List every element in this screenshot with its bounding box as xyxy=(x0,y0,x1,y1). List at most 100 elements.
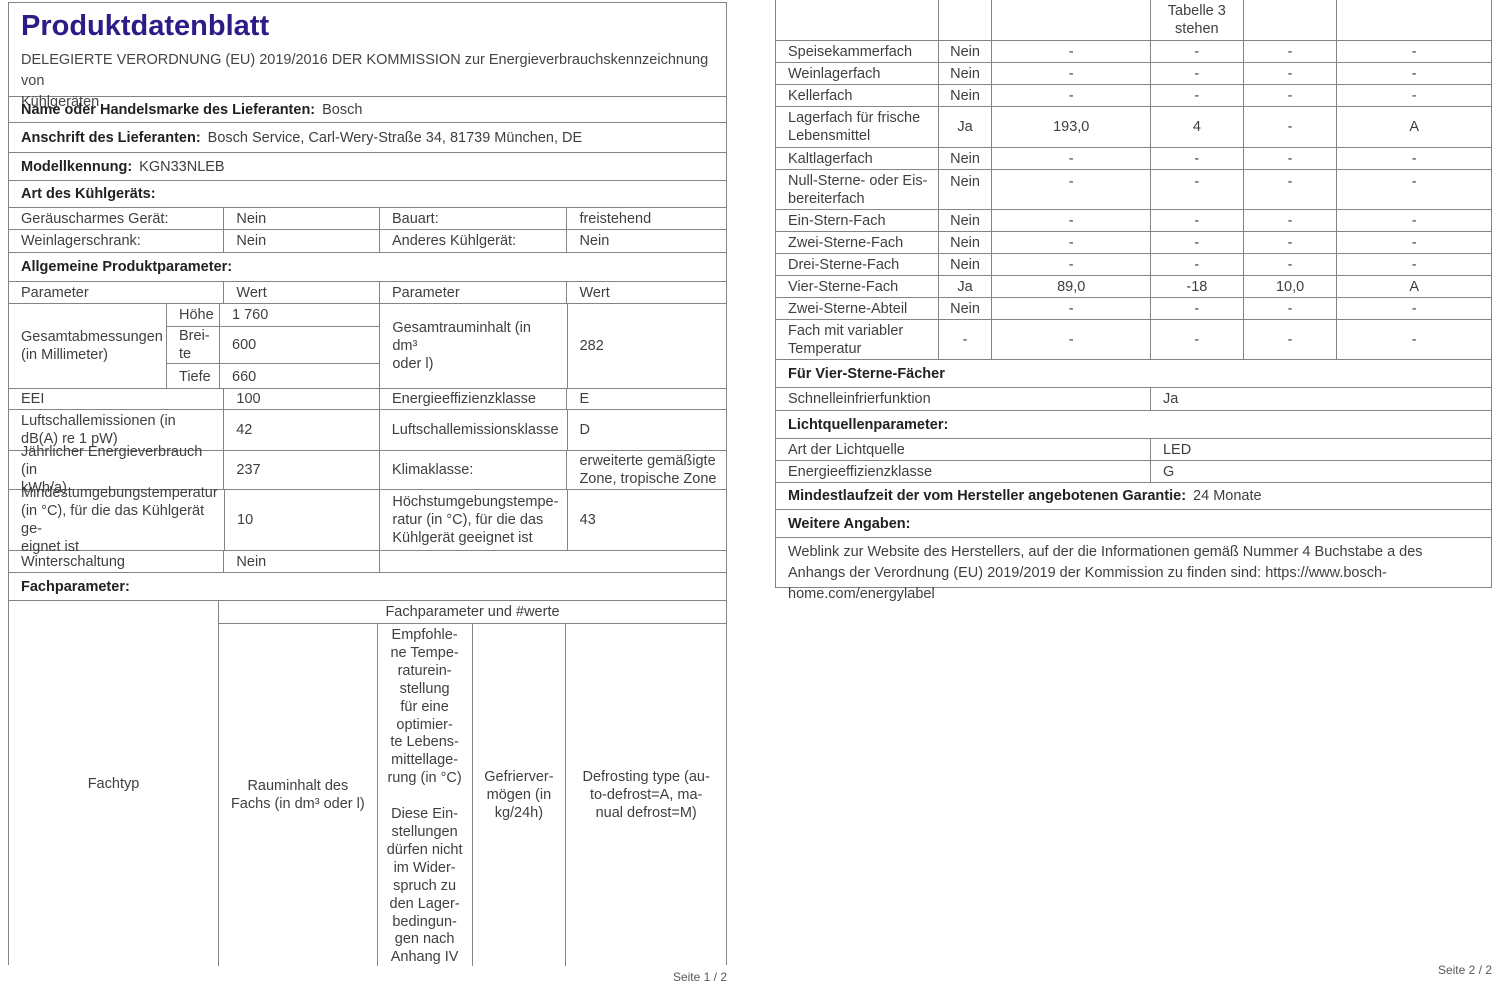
fach-yesno: Nein xyxy=(937,232,992,253)
four-star-section-row: Für Vier-Sterne-Fächer xyxy=(776,359,1491,387)
light-class-value: G xyxy=(1149,461,1491,482)
more-info-section-header: Weitere Angaben: xyxy=(788,515,911,532)
fach-row-kellerfach: Kellerfach Nein - - - - xyxy=(776,84,1491,106)
other-device-value: Nein xyxy=(566,230,726,252)
fach-row-null-sterne: Null-Sterne- oder Eis- bereiterfach Nein… xyxy=(776,169,1491,209)
fach-yesno: Nein xyxy=(937,41,992,62)
fach-row-ein-stern: Ein-Stern-Fach Nein - - - - xyxy=(776,209,1491,231)
wine-label: Weinlagerschrank: xyxy=(21,233,141,249)
light-type-row: Art der Lichtquelle LED xyxy=(776,438,1491,460)
volume-label: Gesamtrauminhalt (in dm³ oder l) xyxy=(379,304,566,388)
fach-value: - xyxy=(1242,85,1337,106)
volume-value: 282 xyxy=(566,304,726,388)
winter-setting-row: Winterschaltung Nein xyxy=(9,550,726,572)
min-temp-value: 10 xyxy=(224,490,379,550)
weblink-url: https://www.bosch-home.com/energylabel xyxy=(788,565,1387,602)
fach-value: - xyxy=(1242,232,1337,253)
fach-value: - xyxy=(1336,232,1491,253)
fach-value: - xyxy=(1242,298,1337,319)
fach-label: Kaltlagerfach xyxy=(788,150,873,167)
fach-value: - xyxy=(991,254,1150,275)
fach-value: - xyxy=(991,63,1150,84)
fach-section-row: Fachparameter: xyxy=(9,572,726,600)
fach-row-speisekammerfach: Speisekammerfach Nein - - - - xyxy=(776,40,1491,62)
fach-value: 4 xyxy=(1149,107,1243,147)
fach-span-header: Fachparameter und #werte xyxy=(385,604,560,620)
page-title: Produktdatenblatt xyxy=(21,10,270,42)
noise-class-value: D xyxy=(566,410,726,450)
fach-value: A xyxy=(1336,276,1491,297)
fach-section-header: Fachparameter: xyxy=(21,578,130,595)
quiet-device-row: Geräuscharmes Gerät: Nein Bauart: freist… xyxy=(9,207,726,229)
fach-label: Zwei-Sterne-Fach xyxy=(788,234,904,251)
fach-parameter-table: Fachtyp Fachparameter und #werte Rauminh… xyxy=(9,600,726,966)
fach-label: Fach mit variabler Temperatur xyxy=(788,322,904,357)
annual-energy-value: 237 xyxy=(223,451,379,489)
fach-value: - xyxy=(1336,254,1491,275)
general-section-header: Allgemeine Produktparameter: xyxy=(21,259,233,275)
fach-value: - xyxy=(1149,254,1243,275)
fach-value: - xyxy=(1242,63,1337,84)
efficiency-class-label: Energieeffizienzklasse xyxy=(378,389,566,409)
page-1-produktdatenblatt: Produktdatenblatt DELEGIERTE VERORDNUNG … xyxy=(8,2,727,966)
fach-yesno: Ja xyxy=(937,107,992,147)
width-value: 600 xyxy=(220,326,380,363)
warranty-label: Mindestlaufzeit der vom Hersteller angeb… xyxy=(788,488,1187,504)
wert-header-2: Wert xyxy=(566,282,726,303)
fach-yesno: Nein xyxy=(937,63,992,84)
fach-value: - xyxy=(991,320,1150,359)
fach-value: - xyxy=(1149,170,1243,209)
fach-value: - xyxy=(991,210,1150,231)
light-class-label: Energieeffizienzklasse xyxy=(788,463,933,480)
light-type-label: Art der Lichtquelle xyxy=(788,441,905,458)
min-temp-label: Mindestumgebungstemperatur (in °C), für … xyxy=(21,485,218,555)
max-temp-value: 43 xyxy=(566,490,726,550)
supplier-address-value: Bosch Service, Carl-Wery-Straße 34, 8173… xyxy=(207,129,583,146)
fach-yesno: - xyxy=(937,320,992,359)
winter-label: Winterschaltung xyxy=(21,553,125,570)
quiet-value: Nein xyxy=(223,208,379,229)
fach-value: - xyxy=(991,41,1150,62)
four-star-section-header: Für Vier-Sterne-Fächer xyxy=(788,365,945,382)
fachtyp-header: Fachtyp xyxy=(87,775,140,792)
height-value: 1 760 xyxy=(232,307,269,323)
fach-row-vier-sterne-fach: Vier-Sterne-Fach Ja 89,0 -18 10,0 A xyxy=(776,275,1491,297)
fach-label: Null-Sterne- oder Eis- bereiterfach xyxy=(788,172,928,207)
noise-row: Luftschallemissionen (in dB(A) re 1 pW) … xyxy=(9,409,726,450)
fach-yesno: Ja xyxy=(937,276,992,297)
fach-value: - xyxy=(1242,148,1337,169)
page-2-footer: Seite 2 / 2 xyxy=(1437,963,1492,977)
weblink-label: Weblink zur Website des Herstellers, auf… xyxy=(788,544,1423,581)
type-section-row: Art des Kühlgeräts: xyxy=(9,180,726,207)
document-header: Produktdatenblatt DELEGIERTE VERORDNUNG … xyxy=(9,3,726,110)
general-section-row: Allgemeine Produktparameter: xyxy=(9,252,726,281)
fach-value: - xyxy=(1149,298,1243,319)
page-subtitle: DELEGIERTE VERORDNUNG (EU) 2019/2016 DER… xyxy=(21,52,709,110)
noise-class-label: Luftschallemissionsklasse xyxy=(378,410,567,450)
fach-value: - xyxy=(1242,254,1337,275)
fach-value: - xyxy=(991,170,1150,209)
supplier-name-value: Bosch xyxy=(322,101,363,118)
fach-value: 10,0 xyxy=(1242,276,1337,297)
tabelle3-header-fragment: Tabelle 3 stehen xyxy=(1149,0,1243,40)
fach-value: 193,0 xyxy=(991,107,1150,147)
param-header-1: Parameter xyxy=(21,284,89,301)
fach-value: - xyxy=(1336,85,1491,106)
depth-value: 660 xyxy=(220,363,380,389)
ambient-temp-row: Mindestumgebungstemperatur (in °C), für … xyxy=(9,485,726,555)
rauminhalt-header: Rauminhalt des Fachs (in dm³ oder l) xyxy=(230,778,365,812)
fach-value: - xyxy=(1242,41,1337,62)
fach-yesno: Nein xyxy=(937,148,992,169)
efficiency-class-value: E xyxy=(566,389,726,409)
fach-value: - xyxy=(1336,41,1491,62)
fach-value: - xyxy=(1149,210,1243,231)
fach-row-zwei-sterne-fach: Zwei-Sterne-Fach Nein - - - - xyxy=(776,231,1491,253)
fach-value: - xyxy=(1336,148,1491,169)
empfohlene-temperatur-header: Empfohle- ne Tempe- raturein- stellung f… xyxy=(376,624,472,966)
param-header-row: Parameter Wert Parameter Wert xyxy=(9,281,726,303)
eei-label: EEI xyxy=(21,391,45,407)
fach-label: Lagerfach für frische Lebensmittel xyxy=(788,110,921,144)
light-section-header: Lichtquellenparameter: xyxy=(788,416,949,433)
fach-value: - xyxy=(1336,210,1491,231)
more-info-section-row: Weitere Angaben: xyxy=(776,509,1491,537)
